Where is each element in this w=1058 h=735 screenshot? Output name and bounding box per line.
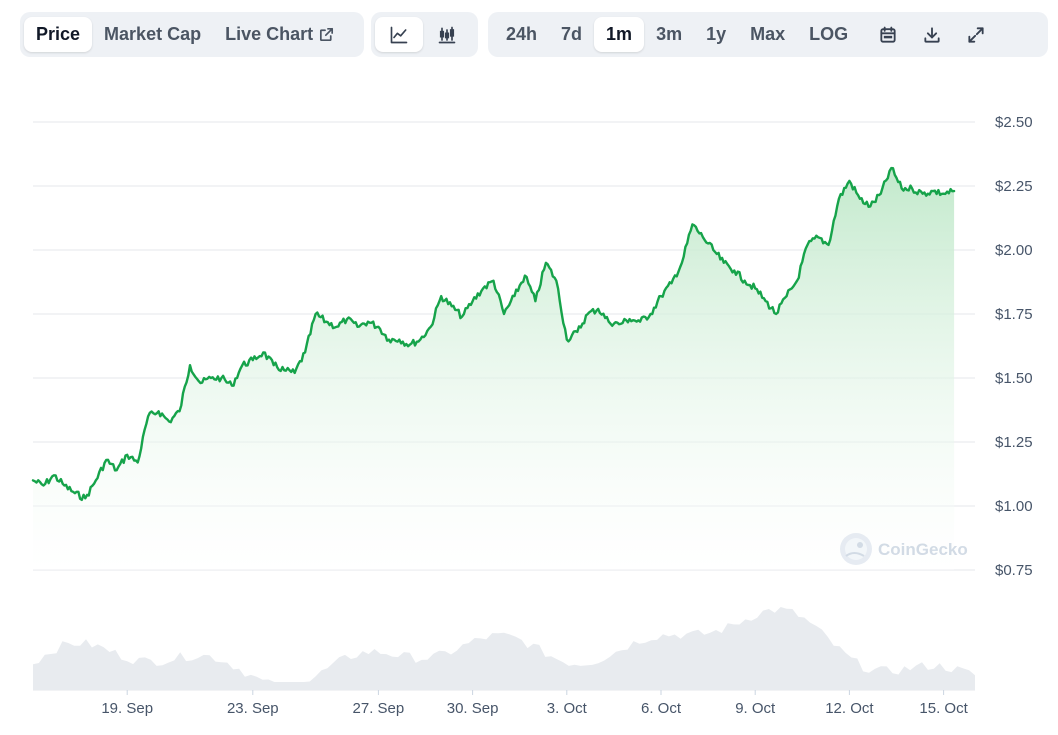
log-scale-button[interactable]: LOG [809, 24, 849, 44]
tab-market-cap[interactable]: Market Cap [104, 24, 202, 44]
x-tick-label: 6. Oct [641, 700, 682, 717]
range-24h-button[interactable]: 24h [506, 24, 538, 44]
watermark-text: CoinGecko [878, 540, 968, 559]
y-tick-label: $1.50 [995, 370, 1033, 387]
volume-area [33, 607, 975, 690]
range-toolbar: 24h 7d 1m 3m 1y Max LOG [488, 12, 1048, 57]
tab-live-chart-label: Live Chart [225, 24, 314, 44]
calendar-icon [878, 25, 898, 45]
x-tick-label: 12. Oct [825, 700, 874, 717]
y-axis: $0.75 $1.00 $1.25 $1.50 $1.75 $2.00 $2.25 $2.50 [995, 114, 1033, 579]
line-chart-button[interactable] [375, 17, 423, 52]
y-tick-label: $1.25 [995, 434, 1033, 451]
y-tick-label: $2.50 [995, 114, 1033, 131]
y-tick-label: $1.75 [995, 306, 1033, 323]
coingecko-watermark: CoinGecko [840, 533, 968, 565]
y-tick-label: $2.25 [995, 178, 1033, 195]
date-picker-button[interactable] [866, 17, 910, 52]
expand-icon [966, 25, 986, 45]
chart-tabs: Price Market Cap Live Chart [20, 12, 364, 57]
x-tick-label: 3. Oct [547, 700, 588, 717]
range-3m-button[interactable]: 3m [656, 24, 683, 44]
x-tick-label: 23. Sep [227, 700, 279, 717]
range-7d-button[interactable]: 7d [561, 24, 583, 44]
candlestick-chart-button[interactable] [423, 17, 471, 52]
range-1m-button[interactable]: 1m [594, 17, 645, 52]
x-tick-label: 19. Sep [101, 700, 153, 717]
download-button[interactable] [910, 17, 954, 52]
y-tick-label: $1.00 [995, 498, 1033, 515]
external-link-icon [318, 26, 335, 43]
chart-type-toggle [371, 12, 478, 57]
coingecko-logo-icon [840, 533, 872, 565]
x-tick-label: 15. Oct [919, 700, 968, 717]
range-1y-button[interactable]: 1y [706, 24, 727, 44]
fullscreen-button[interactable] [954, 17, 998, 52]
tab-price[interactable]: Price [24, 17, 93, 52]
y-tick-label: $0.75 [995, 562, 1033, 579]
price-area-fill [33, 168, 955, 570]
tab-live-chart[interactable]: Live Chart [213, 17, 347, 52]
candlestick-chart-icon [437, 25, 457, 45]
range-max-button[interactable]: Max [750, 24, 786, 44]
x-tick-label: 30. Sep [447, 700, 499, 717]
x-axis: 19. Sep 23. Sep 27. Sep 30. Sep 3. Oct 6. Oct… [101, 690, 969, 717]
download-icon [922, 25, 942, 45]
x-tick-label: 27. Sep [353, 700, 405, 717]
price-line [31, 166, 956, 502]
y-tick-label: $2.00 [995, 242, 1033, 259]
x-tick-label: 9. Oct [735, 700, 776, 717]
line-chart-icon [389, 25, 409, 45]
